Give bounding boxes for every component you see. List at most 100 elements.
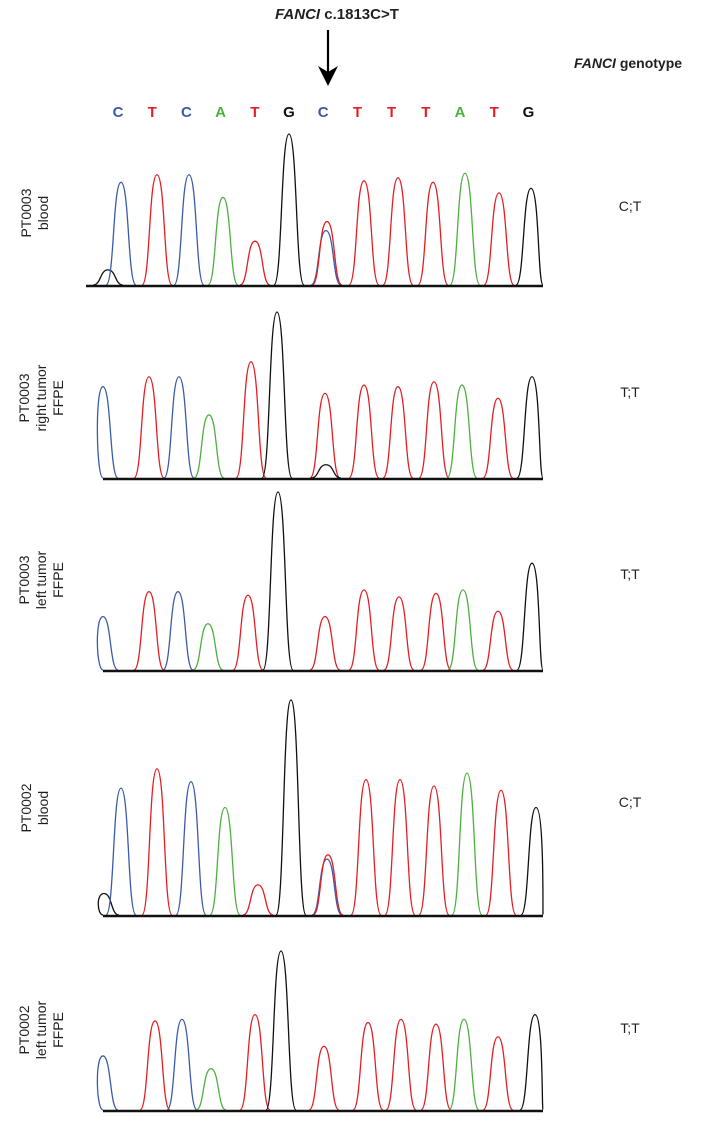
- mutation-variant: c.1813C>T: [324, 6, 399, 23]
- genotype-header: FANCI genotype: [548, 55, 708, 71]
- trace-peak-T: [348, 384, 380, 479]
- mutation-arrow: [318, 30, 338, 86]
- trace-peak-T: [383, 596, 415, 671]
- genotype-pt0002-blood: C;T: [618, 794, 642, 810]
- trace-peak-T: [382, 177, 414, 286]
- trace-peak-C: [96, 615, 119, 671]
- trace-peak-T: [309, 392, 341, 479]
- sequence-base-label: G: [523, 104, 535, 121]
- trace-peak-T: [141, 174, 173, 286]
- trace-peak-G: [265, 950, 297, 1111]
- trace-peak-T: [385, 1018, 417, 1111]
- sample-label-line: PT0003: [16, 373, 32, 423]
- trace-peak-C: [96, 1055, 119, 1111]
- trace-peak-T: [312, 854, 344, 916]
- trace-peak-G: [310, 464, 342, 479]
- trace-peak-T: [242, 884, 274, 916]
- trace-peak-C: [96, 386, 119, 479]
- sample-label-line: PT0003: [18, 188, 34, 238]
- sequence-base-label: T: [148, 104, 157, 121]
- trace-peak-T: [141, 768, 173, 916]
- trace-peak-T: [133, 376, 165, 479]
- sample-label-line: FFPE: [50, 562, 66, 598]
- sequence-base-label: C: [113, 104, 124, 121]
- genotype-pt0003-right-tumor: T;T: [620, 384, 640, 400]
- trace-peak-C: [175, 781, 207, 916]
- mutation-gene: FANCI: [275, 6, 321, 23]
- trace-peak-T: [311, 220, 343, 286]
- trace-peak-C: [311, 858, 343, 916]
- trace-peak-T: [350, 778, 382, 916]
- sample-label-line: PT0003: [16, 555, 32, 605]
- trace-peak-G: [515, 187, 544, 286]
- trace-peak-T: [420, 1023, 452, 1111]
- sample-label-pt0003-blood: PT0003 blood: [18, 113, 52, 313]
- arrow-head: [318, 66, 338, 86]
- trace-peak-G: [92, 269, 124, 286]
- sequence-base-label: T: [387, 104, 396, 121]
- trace-peak-T: [482, 610, 514, 671]
- sample-label-line: blood: [35, 195, 51, 231]
- trace-peak-C: [173, 174, 205, 286]
- trace-peak-G: [275, 699, 307, 916]
- mutation-label: FANCI c.1813C>T: [232, 6, 442, 23]
- genotype-pt0002-left-tumor: T;T: [620, 1020, 640, 1036]
- sample-label-line: PT0002: [18, 783, 34, 833]
- sample-label-line: left tumor: [33, 550, 49, 610]
- trace-peak-T: [348, 589, 380, 671]
- trace-peak-A: [207, 196, 239, 286]
- trace-peak-T: [418, 381, 450, 479]
- sequence-base-label: T: [353, 104, 362, 121]
- trace-peak-A: [448, 1018, 480, 1111]
- sample-label-line: right tumor: [33, 364, 49, 432]
- chromatogram-trace: [96, 950, 544, 1113]
- trace-peak-A: [209, 806, 241, 916]
- chromatogram-panels: [86, 133, 544, 1113]
- trace-peak-A: [447, 589, 479, 671]
- trace-peak-G: [516, 376, 544, 479]
- trace-peak-G: [261, 311, 293, 479]
- trace-peak-T: [235, 361, 267, 479]
- trace-peak-G: [273, 133, 305, 286]
- trace-peak-T: [232, 594, 264, 671]
- trace-peak-T: [482, 397, 514, 479]
- trace-peak-A: [192, 623, 224, 671]
- trace-peak-T: [418, 785, 450, 916]
- genotype-pt0003-left-tumor: T;T: [620, 566, 640, 582]
- sample-label-line: blood: [35, 790, 51, 826]
- chromatogram-trace: [86, 133, 544, 288]
- trace-peak-C: [105, 181, 137, 286]
- sample-label-pt0002-blood: PT0002 blood: [18, 708, 52, 908]
- sequence-base-label: T: [490, 104, 499, 121]
- sample-label-line: left tumor: [33, 1000, 49, 1060]
- sample-label-line: PT0002: [16, 1005, 32, 1055]
- chromatogram-trace: [97, 699, 544, 918]
- trace-peak-T: [485, 789, 517, 916]
- sample-label-pt0003-right-tumor: PT0003 right tumor FFPE: [16, 298, 67, 498]
- trace-peak-A: [451, 772, 483, 916]
- sample-label-line: FFPE: [50, 380, 66, 416]
- trace-peak-C: [166, 1018, 198, 1111]
- trace-peak-G: [516, 562, 544, 671]
- trace-peak-T: [352, 1021, 384, 1111]
- trace-peak-T: [139, 1020, 171, 1111]
- trace-peak-C: [162, 591, 194, 671]
- sequence-base-label: C: [181, 104, 192, 121]
- trace-peak-A: [446, 384, 478, 479]
- sequence-base-label: A: [215, 104, 226, 121]
- sequence-base-label: G: [283, 104, 295, 121]
- sequence-base-label: C: [318, 104, 329, 121]
- trace-peak-T: [239, 1013, 271, 1111]
- sample-label-pt0002-left-tumor: PT0002 left tumor FFPE: [16, 930, 67, 1130]
- trace-peak-T: [309, 615, 341, 671]
- trace-peak-T: [417, 181, 449, 286]
- trace-peak-C: [105, 787, 137, 916]
- trace-peak-C: [163, 376, 195, 479]
- trace-peak-T: [420, 592, 452, 671]
- trace-peak-A: [449, 172, 481, 286]
- genotype-pt0003-blood: C;T: [618, 198, 642, 214]
- trace-peak-G: [262, 491, 294, 671]
- genotype-header-gene: FANCI: [573, 55, 616, 71]
- trace-peak-G: [97, 892, 120, 916]
